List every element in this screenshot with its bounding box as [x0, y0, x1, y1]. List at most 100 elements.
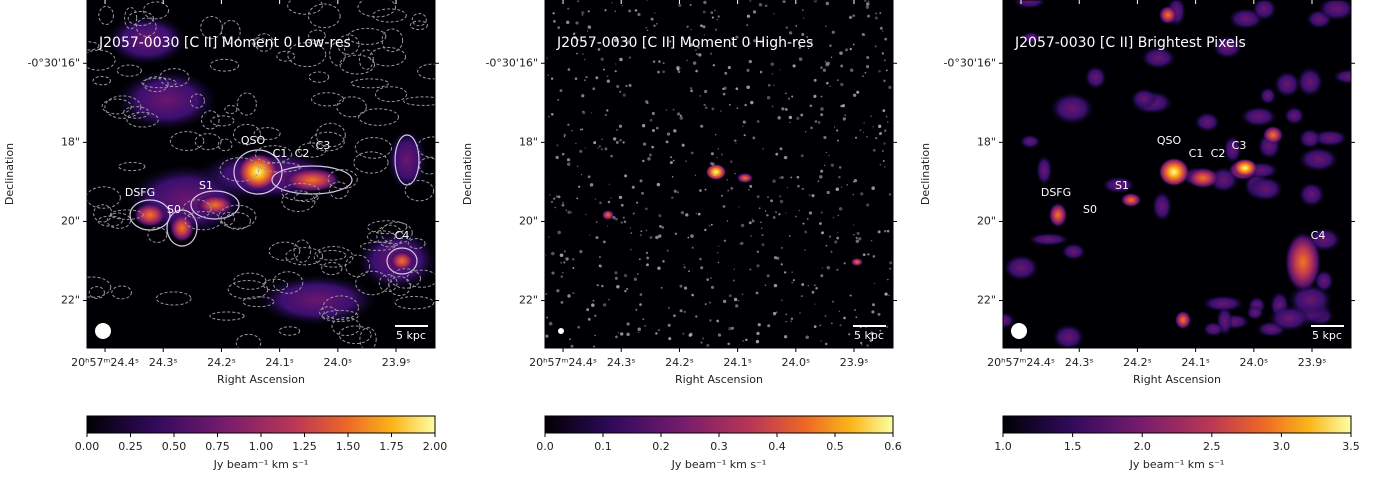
x-tick-label: 24.1ˢ: [723, 356, 752, 369]
noise-speckle: [839, 311, 840, 312]
noise-speckle: [826, 82, 829, 85]
noise-speckle: [553, 197, 555, 199]
x-axis-label: Right Ascension: [1133, 373, 1221, 386]
noise-speckle: [562, 202, 564, 204]
noise-speckle: [825, 315, 827, 317]
noise-speckle: [593, 300, 595, 302]
noise-speckle: [657, 267, 660, 270]
noise-speckle: [762, 243, 765, 246]
noise-speckle: [750, 101, 753, 104]
noise-speckle: [752, 219, 753, 220]
noise-speckle: [815, 120, 818, 123]
noise-speckle: [657, 71, 660, 74]
noise-speckle: [718, 262, 719, 263]
noise-speckle: [759, 207, 761, 209]
noise-speckle: [799, 210, 800, 211]
noise-speckle: [836, 269, 838, 271]
noise-speckle: [802, 223, 804, 225]
noise-speckle: [748, 189, 750, 191]
noise-speckle: [553, 20, 556, 23]
noise-speckle: [716, 157, 717, 158]
noise-speckle: [693, 61, 696, 64]
colorbar-tick-label: 0.5: [826, 440, 844, 453]
noise-speckle: [567, 8, 569, 10]
noise-speckle: [711, 162, 714, 165]
colorbar-tick-label: 0.6: [884, 440, 902, 453]
noise-speckle: [773, 85, 774, 86]
noise-speckle: [709, 319, 711, 321]
noise-speckle: [704, 229, 706, 231]
noise-speckle: [607, 225, 608, 226]
noise-speckle: [571, 345, 574, 348]
noise-speckle: [585, 148, 586, 149]
noise-speckle: [635, 9, 638, 12]
noise-speckle: [624, 174, 627, 177]
noise-speckle: [662, 260, 664, 262]
noise-speckle: [772, 73, 774, 75]
noise-speckle: [700, 342, 702, 344]
noise-speckle: [866, 2, 869, 5]
noise-speckle: [828, 155, 830, 157]
noise-speckle: [622, 141, 624, 143]
colorbar-label: Jy beam⁻¹ km s⁻¹: [1129, 458, 1225, 471]
noise-speckle: [802, 188, 804, 190]
noise-speckle: [773, 216, 776, 219]
noise-speckle: [855, 137, 857, 139]
y-tick-label: -0°30'16": [485, 56, 538, 69]
source-label: C3: [316, 139, 331, 152]
noise-speckle: [684, 266, 686, 268]
noise-speckle: [548, 237, 549, 238]
noise-speckle: [886, 69, 888, 71]
noise-speckle: [620, 221, 623, 224]
noise-speckle: [734, 269, 735, 270]
noise-speckle: [866, 136, 868, 138]
noise-speckle: [873, 149, 876, 152]
noise-speckle: [820, 107, 823, 110]
noise-speckle: [591, 303, 595, 307]
noise-speckle: [715, 134, 717, 136]
noise-speckle: [599, 256, 601, 258]
noise-speckle: [850, 69, 853, 72]
noise-speckle: [557, 99, 559, 101]
noise-speckle: [546, 57, 547, 58]
map-title: J2057-0030 [C II] Moment 0 High-res: [556, 35, 813, 51]
noise-speckle: [715, 29, 717, 31]
noise-speckle: [705, 106, 708, 109]
noise-speckle: [814, 284, 816, 286]
noise-speckle: [576, 197, 578, 199]
noise-speckle: [713, 64, 715, 66]
noise-speckle: [836, 237, 839, 240]
noise-speckle: [661, 287, 663, 289]
noise-speckle: [646, 230, 647, 231]
noise-speckle: [558, 195, 561, 198]
noise-speckle: [680, 67, 681, 68]
noise-speckle: [572, 258, 575, 261]
noise-speckle: [575, 21, 578, 24]
noise-speckle: [820, 113, 823, 116]
noise-speckle: [686, 60, 688, 62]
x-tick-label: 24.1ˢ: [1181, 356, 1210, 369]
noise-speckle: [649, 154, 652, 157]
noise-speckle: [853, 14, 856, 17]
noise-speckle: [790, 177, 792, 179]
emission-blob: [851, 258, 863, 266]
emission-blob: [1085, 66, 1107, 89]
noise-speckle: [780, 200, 783, 203]
noise-speckle: [631, 232, 633, 234]
noise-speckle: [680, 309, 683, 312]
emission-blob: [1187, 168, 1219, 188]
noise-speckle: [884, 166, 886, 168]
noise-speckle: [721, 195, 723, 197]
noise-speckle: [773, 13, 774, 14]
noise-speckle: [784, 156, 787, 159]
noise-speckle: [695, 175, 696, 176]
noise-speckle: [724, 72, 727, 75]
noise-speckle: [757, 195, 760, 198]
noise-speckle: [624, 220, 627, 223]
noise-speckle: [643, 142, 646, 145]
noise-speckle: [603, 69, 605, 71]
noise-speckle: [572, 267, 574, 269]
noise-speckle: [595, 198, 596, 199]
noise-speckle: [712, 107, 715, 110]
map-image: [73, 0, 448, 351]
